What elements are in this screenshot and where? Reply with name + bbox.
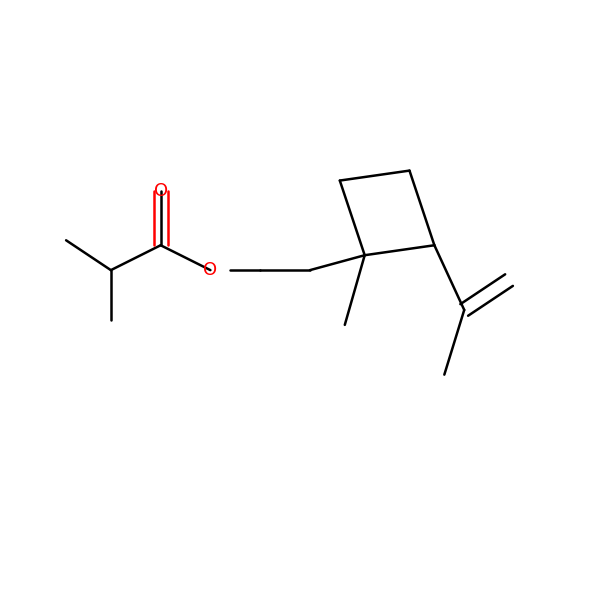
Text: O: O <box>203 261 217 279</box>
Text: O: O <box>154 182 168 200</box>
